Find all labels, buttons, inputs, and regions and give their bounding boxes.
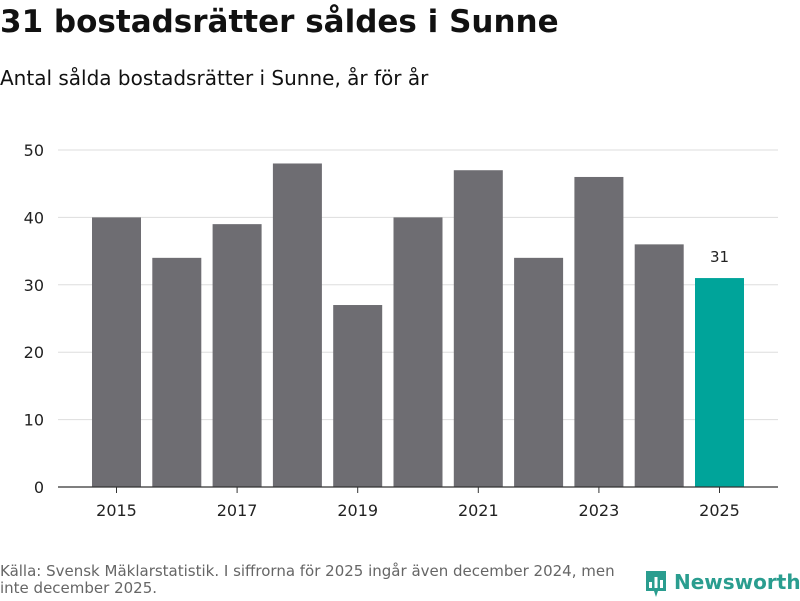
x-tick-label: 2017 <box>217 501 258 520</box>
y-tick-label: 0 <box>34 478 44 497</box>
bar-2017 <box>212 224 262 487</box>
x-tick-label: 2025 <box>699 501 740 520</box>
bar-2020 <box>393 217 443 487</box>
x-tick-label: 2015 <box>96 501 137 520</box>
y-tick-label: 30 <box>24 276 44 295</box>
chart-title: 31 bostadsrätter såldes i Sunne <box>0 4 559 40</box>
bar-2025 <box>695 278 744 487</box>
bar-2024 <box>634 244 684 487</box>
bar-2016 <box>152 257 202 487</box>
x-tick-label: 2019 <box>337 501 378 520</box>
bar-2015 <box>92 217 141 487</box>
bar-2021 <box>453 170 503 487</box>
y-tick-label: 40 <box>24 208 44 227</box>
y-tick-label: 10 <box>24 411 44 430</box>
newsworthy-logo-icon <box>646 571 666 597</box>
brand-logo: Newsworthy <box>644 569 800 601</box>
bar-2023 <box>574 176 624 487</box>
x-tick-label: 2021 <box>458 501 499 520</box>
x-tick-label: 2023 <box>579 501 620 520</box>
y-tick-label: 20 <box>24 343 44 362</box>
chart-subtitle: Antal sålda bostadsrätter i Sunne, år fö… <box>0 66 429 90</box>
y-tick-label: 50 <box>24 141 44 160</box>
bar-2018 <box>272 163 322 488</box>
bar-chart: 0 10 20 30 40 50 2015 2017 2019 2021 2023 2025 31 <box>24 141 778 520</box>
bar-2019 <box>333 305 383 487</box>
data-label: 31 <box>710 248 729 266</box>
source-note: Källa: Svensk Mäklarstatistik. I siffror… <box>0 562 615 597</box>
brand-name: Newsworthy <box>674 570 800 594</box>
bar-2022 <box>514 257 564 487</box>
